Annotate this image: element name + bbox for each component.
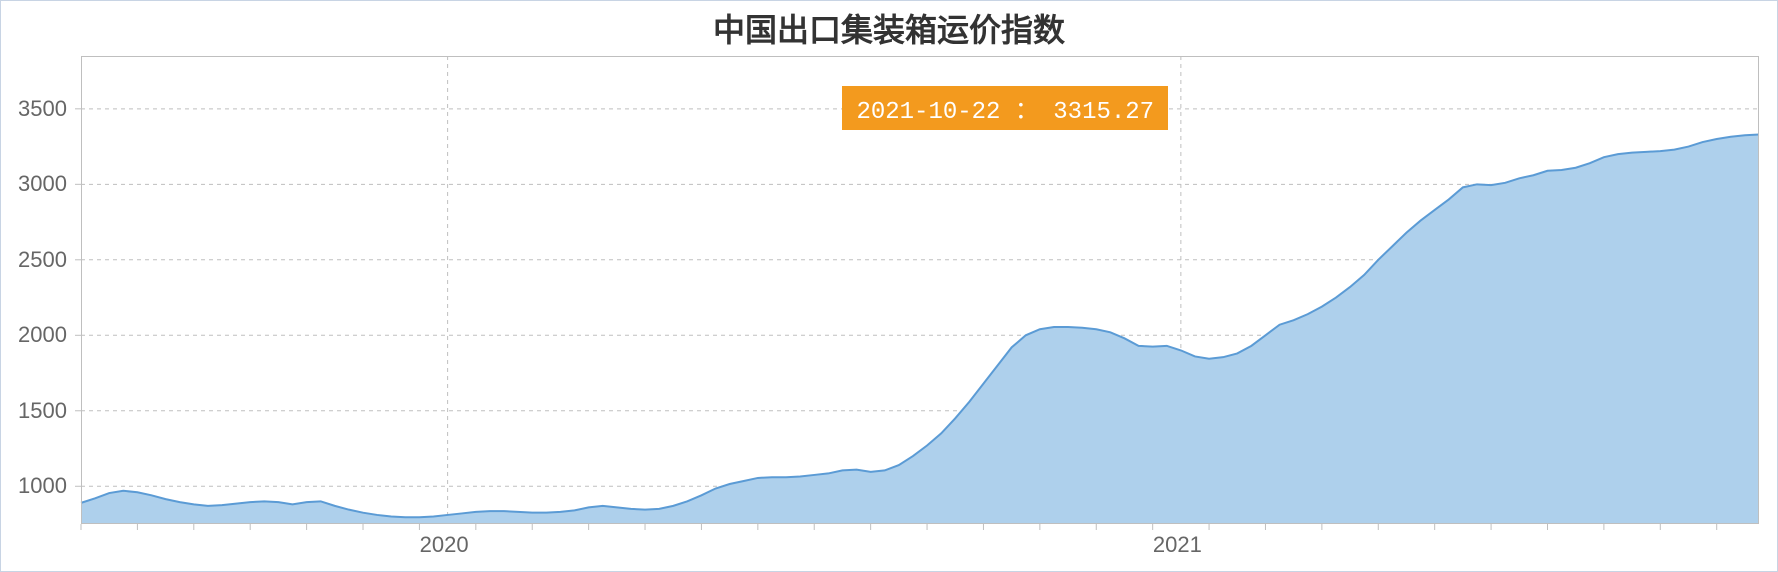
y-tick-label: 3000 bbox=[18, 171, 67, 197]
x-tick-label: 2021 bbox=[1153, 532, 1202, 558]
chart-container: 中国出口集装箱运价指数 2021-10-22 ： 3315.27 1000 150… bbox=[0, 0, 1778, 572]
y-tick-label: 2000 bbox=[18, 322, 67, 348]
y-tick-label: 1000 bbox=[18, 473, 67, 499]
y-tick-label: 3500 bbox=[18, 96, 67, 122]
tooltip-badge: 2021-10-22 ： 3315.27 bbox=[842, 86, 1168, 130]
y-tick-label: 2500 bbox=[18, 247, 67, 273]
chart-title: 中国出口集装箱运价指数 bbox=[1, 5, 1777, 51]
y-tick-label: 1500 bbox=[18, 398, 67, 424]
x-tick-label: 2020 bbox=[420, 532, 469, 558]
